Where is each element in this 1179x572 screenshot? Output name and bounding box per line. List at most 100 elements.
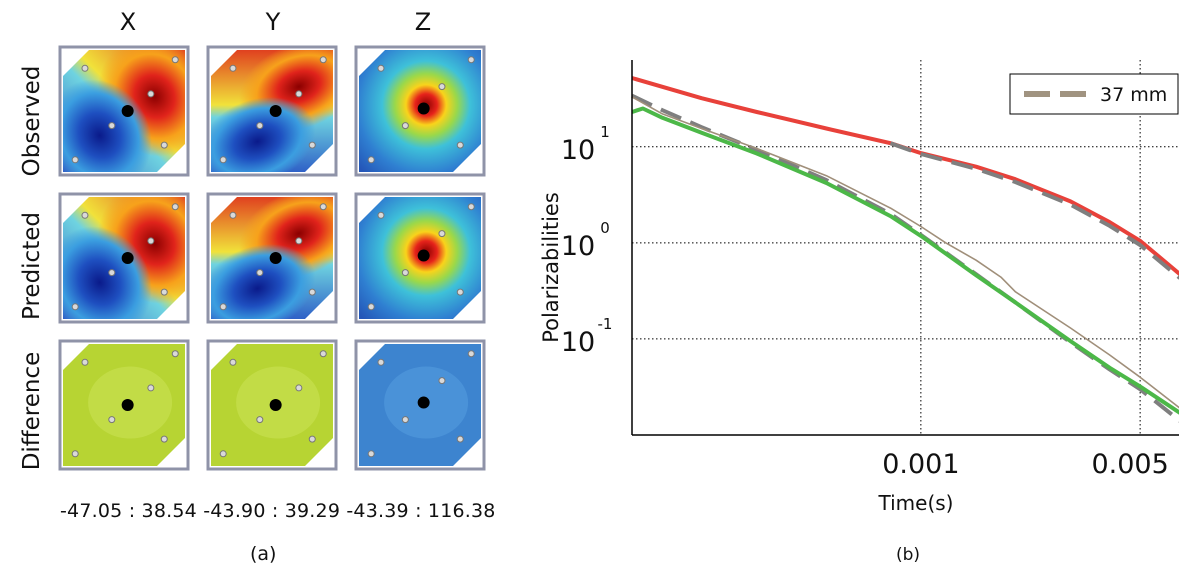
range-y: -43.90 : 39.29 [203,500,341,522]
series-line-red [631,76,1179,276]
y-tick-exponent: 1 [600,123,610,141]
map-difference-z [354,339,486,471]
column-label-y: Y [265,8,281,36]
sensor-dot [401,269,409,277]
sensor-dot [71,450,79,458]
sensor-dot [467,56,475,64]
y-tick-exponent: 0 [600,219,610,237]
row-label-predicted: Predicted [19,212,45,320]
sensor-dot [108,269,116,277]
sensor-dot [147,384,155,392]
sensor-dot [456,288,464,296]
sensor-dot [171,350,179,358]
sensor-dot [319,56,327,64]
sensor-dot [308,288,316,296]
x-axis-title: Time(s) [878,491,954,515]
sensor-dot [367,450,375,458]
sensor-dot [467,203,475,211]
target-marker [417,249,430,262]
sensor-dot [308,141,316,149]
sensor-dot [81,358,89,366]
sensor-dot [367,156,375,164]
map-predicted-z [354,192,486,324]
sensor-dot [108,416,116,424]
sensor-dot [401,122,409,130]
sensor-dot [377,64,385,72]
sensor-dot [438,377,446,385]
map-observed-y [206,45,338,177]
heatmap-grid [58,45,486,471]
map-predicted-y [206,192,338,324]
color-ranges: -47.05 : 38.54 -43.90 : 39.29 -43.39 : 1… [60,500,496,522]
target-marker [417,102,430,115]
sensor-dot [81,64,89,72]
column-label-z: Z [414,8,432,36]
row-label-difference: Difference [19,351,45,471]
series-line-red-dashed [889,141,1179,280]
y-tick-exponent: -1 [598,315,613,333]
series-line-gray-dashed [631,93,1179,423]
target-marker [269,105,282,117]
sensor-dot [319,203,327,211]
x-tick-label: 0.005 [1091,449,1168,480]
target-marker [417,396,430,409]
sensor-dot [160,435,168,443]
sensor-dot [229,64,237,72]
target-marker [121,105,134,117]
map-observed-x [58,45,190,177]
sensor-dot [171,203,179,211]
sensor-dot [256,122,264,130]
sensor-dot [456,435,464,443]
sensor-dot [160,141,168,149]
sensor-dot [147,237,155,245]
sensor-dot [81,211,89,219]
y-tick-label: 10 [561,135,595,166]
sensor-dot [229,358,237,366]
sensor-dot [295,384,303,392]
sensor-dot [377,211,385,219]
y-tick-label: 10 [561,231,595,262]
series-line-green [631,106,1179,415]
map-difference-x [58,339,190,471]
sensor-dot [319,350,327,358]
target-marker [121,399,134,411]
sensor-dot [219,450,227,458]
polarizability-chart: 0.001 0.00510-1100101Time(s)Polarizabilit… [539,60,1179,515]
sensor-dot [377,358,385,366]
sensor-dot [308,435,316,443]
sensor-dot [438,230,446,238]
y-tick-label: 10 [561,327,595,358]
sensor-dot [219,156,227,164]
sensor-dot [171,56,179,64]
target-marker [121,252,134,264]
caption-b: (b) [896,545,921,565]
target-marker [269,252,282,264]
sensor-dot [256,416,264,424]
sensor-dot [401,416,409,424]
y-axis-title: Polarizabilities [539,192,563,343]
row-label-observed: Observed [19,65,45,177]
map-observed-z [354,45,486,177]
sensor-dot [71,156,79,164]
sensor-dot [256,269,264,277]
range-z: -43.39 : 116.38 [346,500,496,522]
sensor-dot [219,303,227,311]
target-marker [269,399,282,411]
sensor-dot [367,303,375,311]
x-tick-label: 0.001 [882,449,959,480]
sensor-dot [160,288,168,296]
series-line-brown [631,96,1179,409]
column-label-x: X [119,8,137,36]
map-difference-y [206,339,338,471]
map-predicted-x [58,192,190,324]
legend-label: 37 mm [1100,84,1167,106]
range-x: -47.05 : 38.54 [60,500,197,522]
caption-a: (a) [250,543,277,565]
sensor-dot [438,83,446,91]
sensor-dot [147,90,155,98]
sensor-dot [229,211,237,219]
sensor-dot [71,303,79,311]
sensor-dot [467,350,475,358]
sensor-dot [295,90,303,98]
